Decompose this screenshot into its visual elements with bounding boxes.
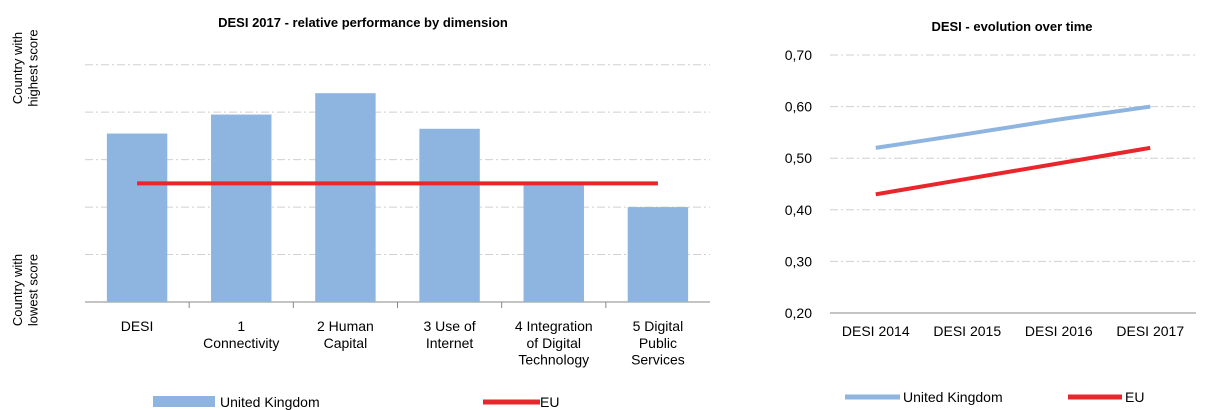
x-tick-label: DESI 2014: [842, 323, 910, 339]
x-tick-label: 2 Human Capital: [317, 318, 374, 351]
bar: [315, 93, 376, 302]
bar: [523, 183, 584, 302]
y-tick-label: 0,70: [785, 47, 812, 63]
x-tick-label: 5 Digital Public Services: [631, 318, 685, 368]
line: [875, 145, 1151, 197]
y-tick-label: 0,50: [785, 150, 812, 166]
bar: [419, 128, 480, 302]
x-tick-label: DESI: [121, 318, 154, 334]
x-tick-label: DESI 2016: [1025, 323, 1093, 339]
legend-swatch: [153, 396, 215, 407]
y-tick-label: 0,60: [785, 99, 812, 115]
y-top-label: Country withhighest score: [10, 29, 41, 106]
y-tick-label: 0,30: [785, 253, 812, 269]
legend-label: EU: [1125, 389, 1144, 405]
chart-title: DESI 2017 - relative performance by dime…: [218, 15, 508, 30]
x-tick-label: 4 Integration of Digital Technology: [515, 318, 593, 368]
x-tick-label: 1 Connectivity: [203, 318, 279, 351]
y-tick-label: 0,40: [785, 202, 812, 218]
x-tick-label: 3 Use of Internet: [424, 318, 476, 351]
bar: [106, 133, 168, 302]
y-bottom-label: Country withlowest score: [10, 254, 41, 326]
line: [875, 104, 1151, 150]
legend-label: United Kingdom: [903, 389, 1003, 405]
x-tick-label: DESI 2017: [1116, 323, 1184, 339]
bar: [627, 207, 689, 302]
legend-label: United Kingdom: [220, 394, 320, 410]
bar: [211, 114, 272, 303]
y-tick-label: 0,20: [785, 305, 812, 321]
legend-label: EU: [540, 394, 559, 410]
x-tick-label: DESI 2015: [933, 323, 1001, 339]
chart-title: DESI - evolution over time: [931, 19, 1092, 34]
